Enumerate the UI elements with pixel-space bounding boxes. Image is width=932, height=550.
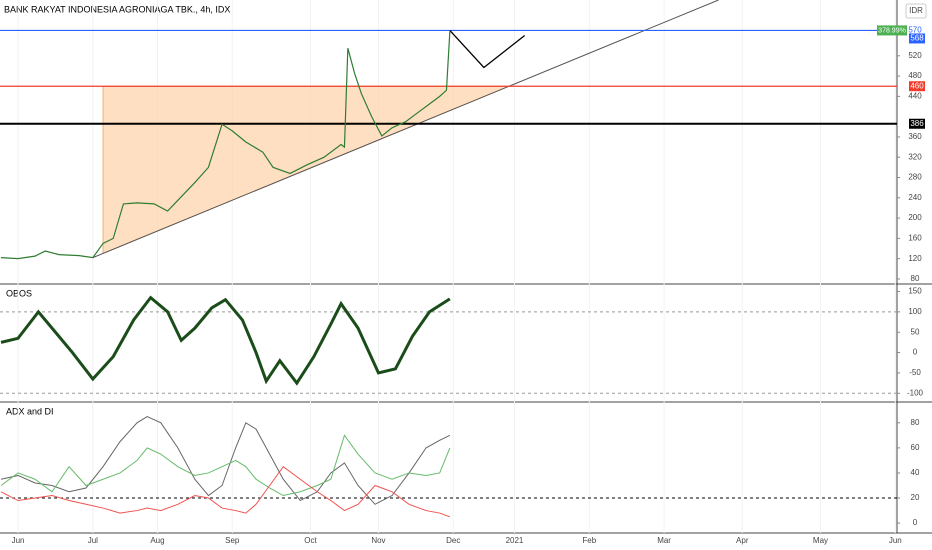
y-tick-label: 160: [908, 233, 922, 242]
y-tick-label: -50: [909, 368, 921, 377]
y-tick-label: 200: [908, 213, 922, 222]
y-tick-label: 120: [908, 254, 922, 263]
indicator-line: [0, 465, 451, 518]
y-tick-label: 60: [911, 443, 920, 452]
level-label-box: [909, 81, 925, 92]
x-tick-label: Feb: [582, 536, 596, 545]
level-label: 386: [910, 119, 924, 128]
x-tick-label: Dec: [446, 536, 460, 545]
y-tick-label: 50: [911, 327, 920, 336]
y-tick-label: 440: [908, 91, 922, 100]
y-tick-label: 320: [908, 152, 922, 161]
y-tick-label: -100: [907, 388, 924, 397]
x-tick-label: May: [813, 536, 828, 545]
y-tick-label: 80: [911, 418, 920, 427]
currency-box: [905, 3, 927, 19]
x-tick-label: 2021: [506, 536, 524, 545]
trendline: [92, 0, 719, 259]
last-price-label: 568: [910, 34, 924, 43]
currency: IDR: [909, 6, 923, 15]
y-tick-label: 0: [913, 518, 918, 527]
panel-title: OBOS: [6, 288, 32, 298]
y-tick-label: 240: [908, 193, 922, 202]
y-tick-label: 20: [911, 493, 920, 502]
x-tick-label: Mar: [657, 536, 671, 545]
x-tick-label: Oct: [304, 536, 317, 545]
price-line: [0, 295, 451, 386]
y-tick-label: 150: [908, 287, 922, 296]
last-price-box: [909, 33, 925, 44]
y-tick-label: 100: [908, 307, 922, 316]
chart-title: BANK RAKYAT INDONESIA AGRONIAGA TBK., 4h…: [4, 4, 230, 14]
panel-title: ADX and DI: [6, 406, 54, 416]
x-tick-label: Nov: [371, 536, 385, 545]
indicator-line: [0, 415, 451, 505]
price-line: [0, 31, 451, 260]
y-tick-label: 40: [911, 468, 920, 477]
y-tick-label: 0: [913, 348, 918, 357]
x-tick-label: Jun: [889, 536, 902, 545]
level-label: 460: [910, 81, 924, 90]
y-tick-label: 360: [908, 132, 922, 141]
y-tick-label: 520: [908, 51, 922, 60]
indicator-line: [0, 434, 451, 497]
x-tick-label: Aug: [150, 536, 164, 545]
change-label: 378.99%: [878, 27, 906, 34]
change-box: [877, 25, 907, 36]
x-tick-label: Jul: [88, 536, 98, 545]
projection-arrow: [449, 29, 526, 69]
x-tick-label: Apr: [736, 536, 749, 545]
y-tick-label: 80: [911, 274, 920, 283]
level-label: 570: [908, 26, 922, 35]
y-tick-label: 480: [908, 71, 922, 80]
level-label-box: [909, 118, 925, 129]
y-tick-label: 280: [908, 173, 922, 182]
x-tick-label: Jun: [12, 536, 25, 545]
x-tick-label: Sep: [225, 536, 240, 545]
